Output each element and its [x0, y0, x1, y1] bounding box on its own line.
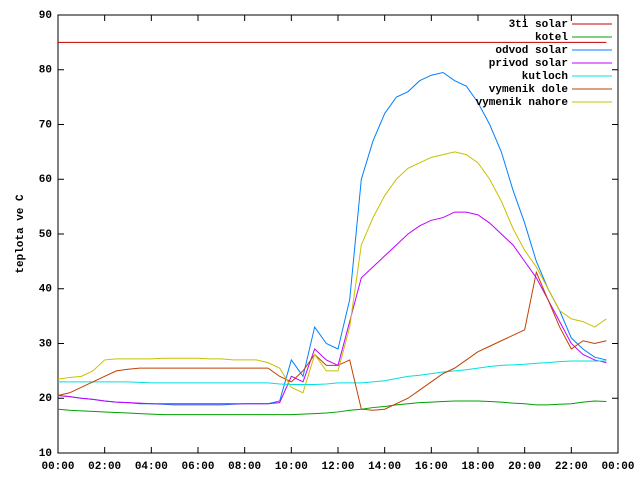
x-tick-label: 10:00: [275, 461, 308, 473]
y-tick-label: 80: [39, 65, 52, 77]
x-tick-label: 06:00: [181, 461, 214, 473]
x-tick-label: 18:00: [461, 461, 494, 473]
y-tick-label: 40: [39, 284, 52, 296]
x-tick-label: 16:00: [415, 461, 448, 473]
x-tick-label: 20:00: [508, 461, 541, 473]
legend-label: vymenik nahore: [476, 97, 569, 109]
y-tick-label: 30: [39, 338, 52, 350]
series-line: [58, 360, 607, 386]
x-tick-label: 00:00: [601, 461, 634, 473]
y-tick-label: 10: [39, 448, 52, 460]
legend-label: kotel: [535, 32, 568, 44]
y-tick-label: 70: [39, 119, 52, 131]
y-tick-label: 90: [39, 10, 52, 22]
series-line: [57, 211, 607, 405]
x-tick-label: 12:00: [321, 461, 354, 473]
x-tick-label: 00:00: [41, 461, 74, 473]
x-tick-label: 04:00: [135, 461, 168, 473]
x-tick-label: 14:00: [368, 461, 401, 473]
legend-label: odvod solar: [495, 45, 568, 57]
y-tick-label: 60: [39, 174, 52, 186]
legend-label: vymenik dole: [489, 84, 569, 96]
x-tick-label: 08:00: [228, 461, 261, 473]
series-line: [57, 400, 607, 416]
y-tick-label: 20: [39, 393, 52, 405]
series-line: [57, 151, 607, 394]
legend-label: privod solar: [489, 58, 568, 70]
x-tick-label: 22:00: [555, 461, 588, 473]
legend-label: 3ti solar: [509, 19, 568, 31]
y-tick-label: 50: [39, 229, 52, 241]
series-line: [57, 270, 607, 411]
x-tick-label: 02:00: [88, 461, 121, 473]
legend-label: kutloch: [522, 71, 568, 83]
y-axis-label: teplota ve C: [15, 194, 27, 274]
